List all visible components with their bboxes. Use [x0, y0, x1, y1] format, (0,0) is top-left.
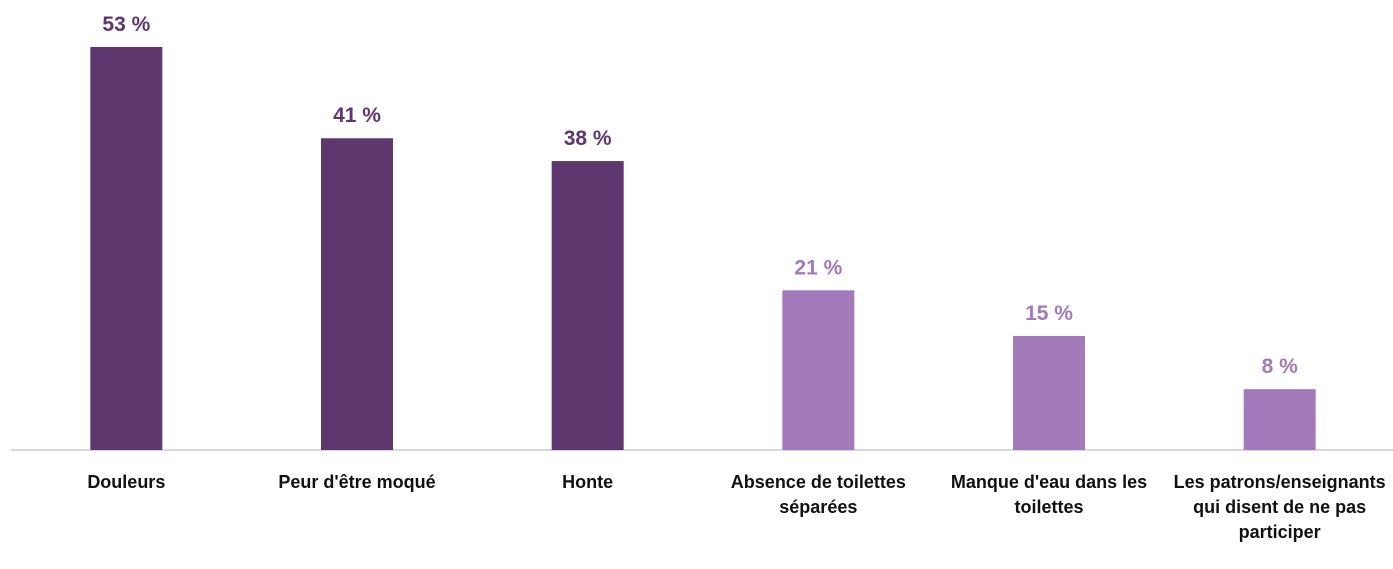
value-label: 8 %	[1262, 355, 1299, 378]
bar	[321, 138, 393, 450]
bar	[1243, 389, 1316, 450]
x-tick-label: Douleurs	[87, 472, 166, 492]
value-label: 21 %	[794, 256, 842, 279]
x-tick-label: Peur d'être moqué	[278, 472, 436, 492]
value-label: 53 %	[102, 13, 150, 36]
bar	[782, 290, 855, 450]
value-label: 41 %	[333, 104, 381, 127]
value-label: 38 %	[564, 127, 612, 150]
bar	[551, 161, 624, 450]
x-tick-label: Les patrons/enseignants qui disent de ne…	[1173, 472, 1386, 542]
x-tick-label: Absence de toilettes séparées	[730, 472, 906, 517]
bar	[1013, 335, 1085, 450]
value-label: 15 %	[1025, 302, 1073, 325]
x-tick-label: Manque d'eau dans les toilettes	[950, 472, 1148, 517]
bar	[90, 47, 163, 450]
x-tick-label: Honte	[562, 472, 614, 492]
